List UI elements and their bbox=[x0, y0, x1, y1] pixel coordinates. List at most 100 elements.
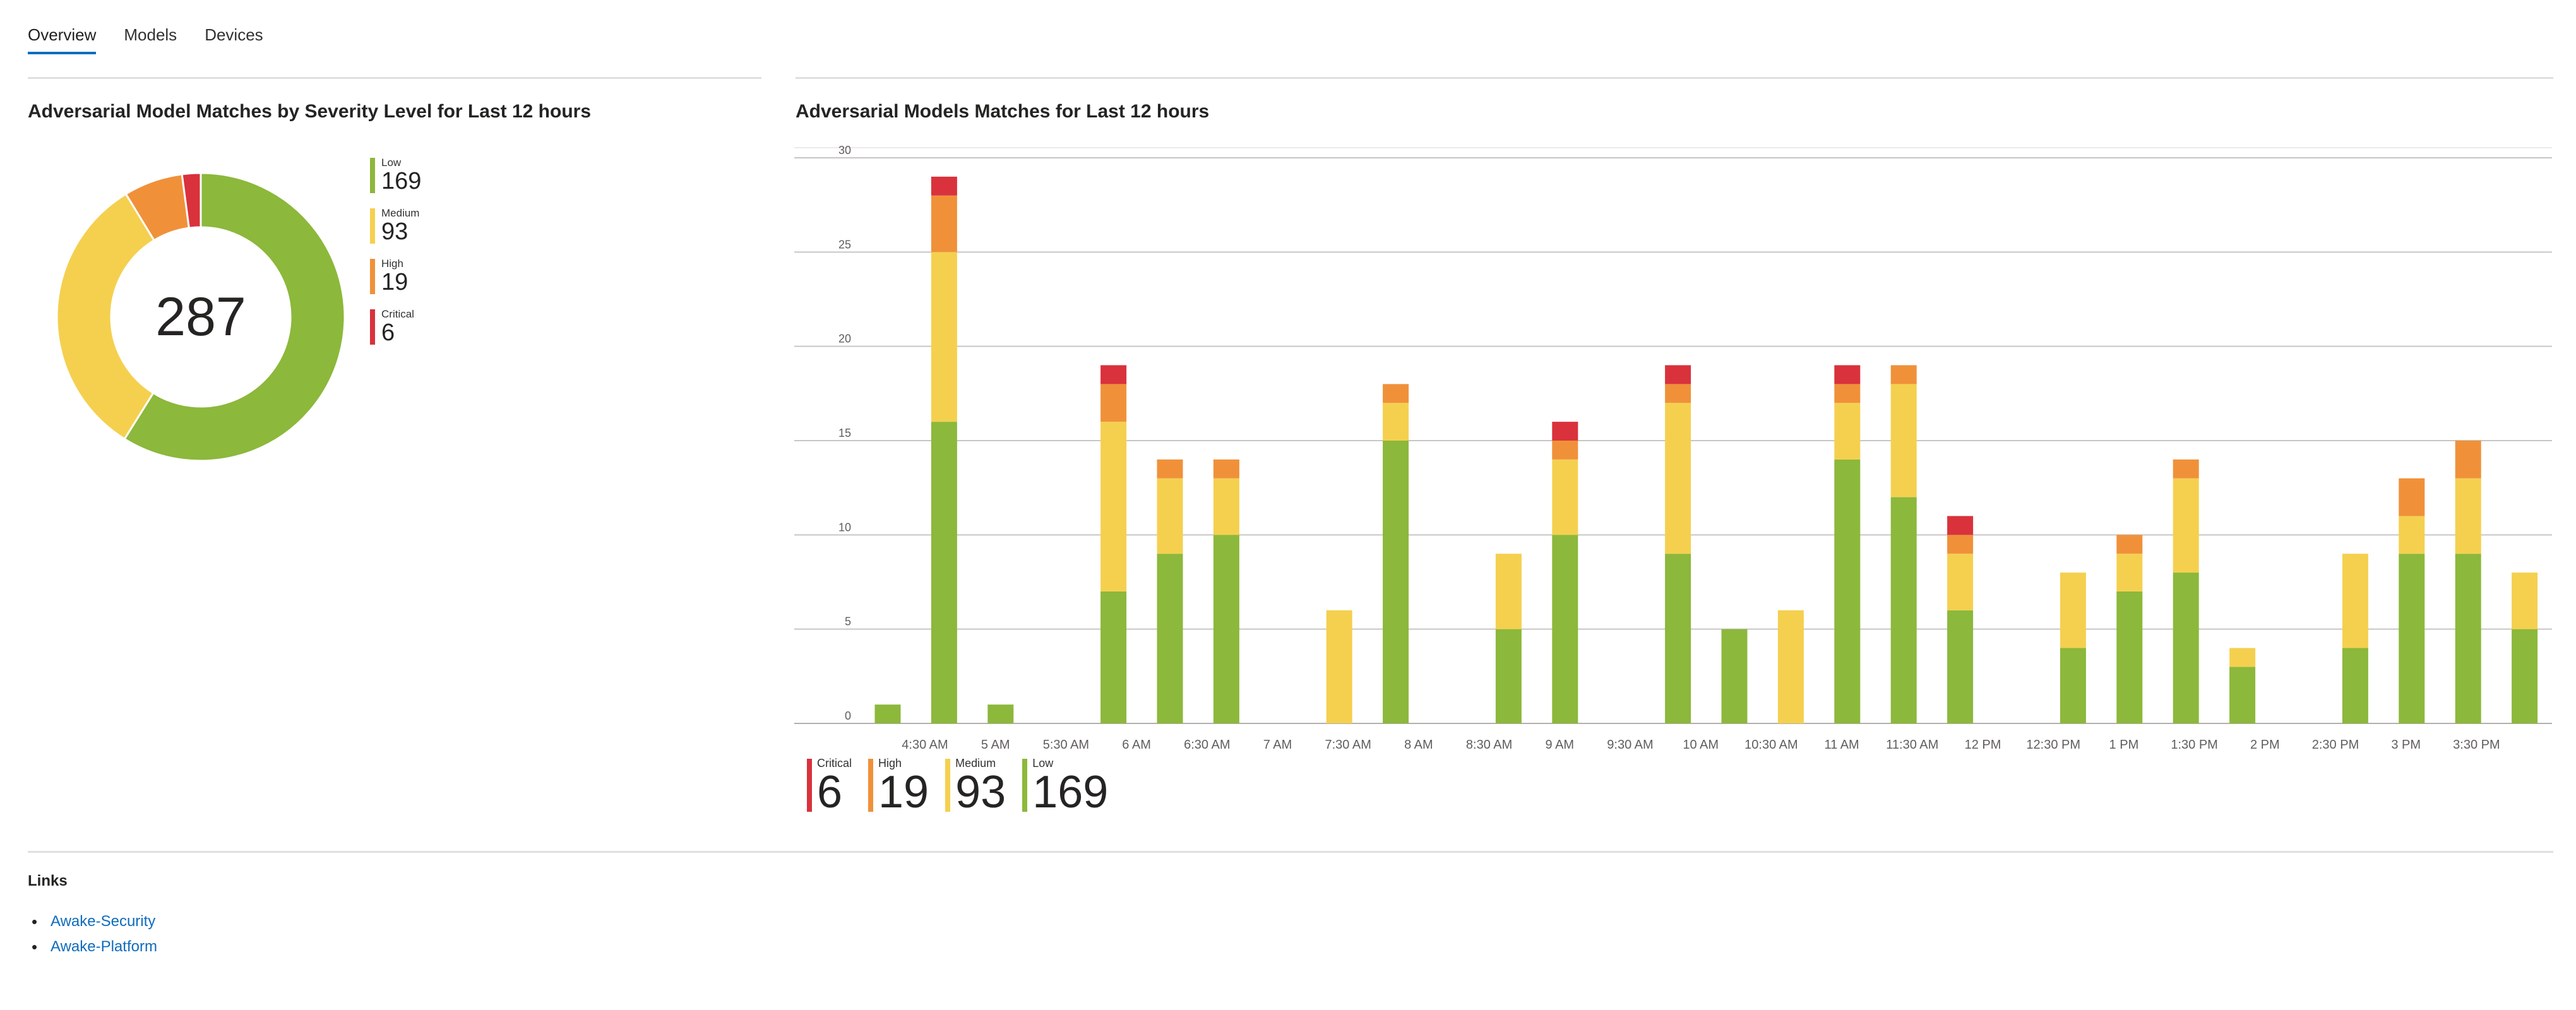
bar-segment-low[interactable] bbox=[2455, 554, 2481, 723]
bar-segment-medium[interactable] bbox=[1157, 478, 1183, 554]
bar-segment-critical[interactable] bbox=[931, 176, 957, 196]
bar-segment-critical[interactable] bbox=[1100, 365, 1127, 384]
bar-segment-high[interactable] bbox=[931, 195, 957, 252]
bar-segment-medium[interactable] bbox=[2342, 554, 2368, 648]
bar-segment-low[interactable] bbox=[2399, 554, 2425, 723]
bar-segment-medium[interactable] bbox=[2512, 573, 2538, 629]
bar-segment-high[interactable] bbox=[1100, 384, 1127, 422]
tab-overview[interactable]: Overview bbox=[28, 23, 97, 54]
bar-segment-medium[interactable] bbox=[2060, 573, 2086, 648]
bar-segment-high[interactable] bbox=[2173, 459, 2199, 478]
legend-label: High bbox=[381, 258, 403, 270]
bar-segment-critical[interactable] bbox=[1947, 516, 1974, 535]
bar-segment-low[interactable] bbox=[1665, 554, 1691, 723]
bar-segment-medium[interactable] bbox=[1326, 610, 1352, 723]
list-item: Awake-Security bbox=[28, 909, 157, 934]
severity-donut-chart: 287 bbox=[56, 172, 346, 462]
bar-segment-low[interactable] bbox=[1100, 591, 1127, 723]
list-item: Awake-Platform bbox=[28, 934, 157, 960]
x-tick-label: 3:30 PM bbox=[2453, 738, 2500, 752]
bar-segment-critical[interactable] bbox=[1834, 365, 1861, 384]
bar-segment-medium[interactable] bbox=[1100, 422, 1127, 591]
x-tick-label: 11:30 AM bbox=[1886, 738, 1938, 752]
bar-segment-low[interactable] bbox=[2060, 648, 2086, 723]
legend-value: 19 bbox=[878, 767, 929, 817]
link-awake-security[interactable]: Awake-Security bbox=[51, 913, 156, 930]
bar-segment-low[interactable] bbox=[1721, 629, 1748, 723]
bar-legend-high[interactable]: High 19 bbox=[868, 756, 929, 819]
bar-legend-low[interactable]: Low 169 bbox=[1022, 756, 1108, 819]
x-tick-label: 7:30 AM bbox=[1325, 738, 1371, 752]
bar-segment-high[interactable] bbox=[2455, 441, 2481, 478]
x-tick-label: 3 PM bbox=[2391, 738, 2421, 752]
x-tick-label: 9:30 AM bbox=[1607, 738, 1653, 752]
links-list: Awake-Security Awake-Platform bbox=[28, 909, 157, 960]
bar-segment-medium[interactable] bbox=[1383, 403, 1409, 441]
bar-segment-low[interactable] bbox=[931, 422, 957, 723]
bar-legend-medium[interactable]: Medium 93 bbox=[945, 756, 1006, 819]
bar-segment-low[interactable] bbox=[2512, 629, 2538, 723]
high-swatch bbox=[868, 759, 874, 812]
low-swatch bbox=[370, 158, 375, 193]
bar-segment-low[interactable] bbox=[1495, 629, 1522, 723]
x-tick-label: 2:30 PM bbox=[2312, 738, 2359, 752]
bar-segment-high[interactable] bbox=[1890, 365, 1917, 384]
x-tick-label: 11 AM bbox=[1824, 738, 1859, 752]
bar-segment-medium[interactable] bbox=[1890, 384, 1917, 497]
bar-segment-high[interactable] bbox=[1665, 384, 1691, 403]
bar-panel-title: Adversarial Models Matches for Last 12 h… bbox=[796, 101, 1210, 122]
bar-segment-medium[interactable] bbox=[2116, 554, 2143, 591]
bar-segment-low[interactable] bbox=[1383, 441, 1409, 723]
tab-devices[interactable]: Devices bbox=[205, 25, 263, 44]
x-tick-label: 8 AM bbox=[1404, 738, 1433, 752]
bar-segment-medium[interactable] bbox=[2173, 478, 2199, 573]
bar-segment-medium[interactable] bbox=[1947, 554, 1974, 610]
y-tick-label: 0 bbox=[845, 710, 851, 722]
tab-models[interactable]: Models bbox=[124, 25, 177, 44]
bar-segment-medium[interactable] bbox=[2229, 648, 2256, 667]
bar-legend-critical[interactable]: Critical 6 bbox=[807, 756, 852, 819]
legend-item-low[interactable]: Low 169 bbox=[370, 157, 421, 207]
bar-segment-low[interactable] bbox=[1157, 554, 1183, 723]
donut-slice-critical[interactable] bbox=[181, 172, 202, 229]
bar-segment-medium[interactable] bbox=[1834, 403, 1861, 460]
bar-segment-medium[interactable] bbox=[1495, 554, 1522, 629]
medium-swatch bbox=[945, 759, 951, 812]
bar-segment-low[interactable] bbox=[1213, 535, 1239, 723]
bar-segment-critical[interactable] bbox=[1552, 422, 1578, 441]
bar-segment-low[interactable] bbox=[2116, 591, 2143, 723]
legend-item-critical[interactable]: Critical 6 bbox=[370, 308, 421, 359]
bar-segment-critical[interactable] bbox=[1665, 365, 1691, 384]
bar-segment-high[interactable] bbox=[1834, 384, 1861, 403]
link-awake-platform[interactable]: Awake-Platform bbox=[51, 938, 157, 955]
bar-segment-low[interactable] bbox=[874, 704, 901, 723]
bar-segment-low[interactable] bbox=[1834, 459, 1861, 723]
bar-segment-medium[interactable] bbox=[1665, 403, 1691, 554]
bar-segment-high[interactable] bbox=[1552, 441, 1578, 460]
bar-segment-high[interactable] bbox=[1947, 535, 1974, 554]
bar-segment-low[interactable] bbox=[2342, 648, 2368, 723]
bar-segment-low[interactable] bbox=[2229, 667, 2256, 723]
bar-segment-high[interactable] bbox=[1213, 459, 1239, 478]
bar-segment-medium[interactable] bbox=[1777, 610, 1804, 723]
bar-segment-low[interactable] bbox=[2173, 573, 2199, 723]
bar-segment-medium[interactable] bbox=[2455, 478, 2481, 554]
bar-segment-high[interactable] bbox=[1383, 384, 1409, 403]
bar-segment-low[interactable] bbox=[1947, 610, 1974, 723]
bar-segment-medium[interactable] bbox=[1552, 459, 1578, 535]
legend-label: Low bbox=[381, 157, 402, 169]
x-tick-label: 1:30 PM bbox=[2171, 738, 2217, 752]
bar-segment-low[interactable] bbox=[987, 704, 1014, 723]
legend-item-high[interactable]: High 19 bbox=[370, 258, 421, 308]
bar-segment-medium[interactable] bbox=[1213, 478, 1239, 535]
donut-slice-low[interactable] bbox=[123, 172, 346, 462]
bar-segment-low[interactable] bbox=[1890, 497, 1917, 723]
bar-segment-medium[interactable] bbox=[2399, 516, 2425, 554]
bar-segment-high[interactable] bbox=[2116, 535, 2143, 554]
bar-segment-medium[interactable] bbox=[931, 252, 957, 422]
donut-slice-medium[interactable] bbox=[56, 193, 156, 441]
bar-segment-high[interactable] bbox=[1157, 459, 1183, 478]
bar-segment-low[interactable] bbox=[1552, 535, 1578, 723]
legend-item-medium[interactable]: Medium 93 bbox=[370, 207, 421, 258]
bar-segment-high[interactable] bbox=[2399, 478, 2425, 516]
